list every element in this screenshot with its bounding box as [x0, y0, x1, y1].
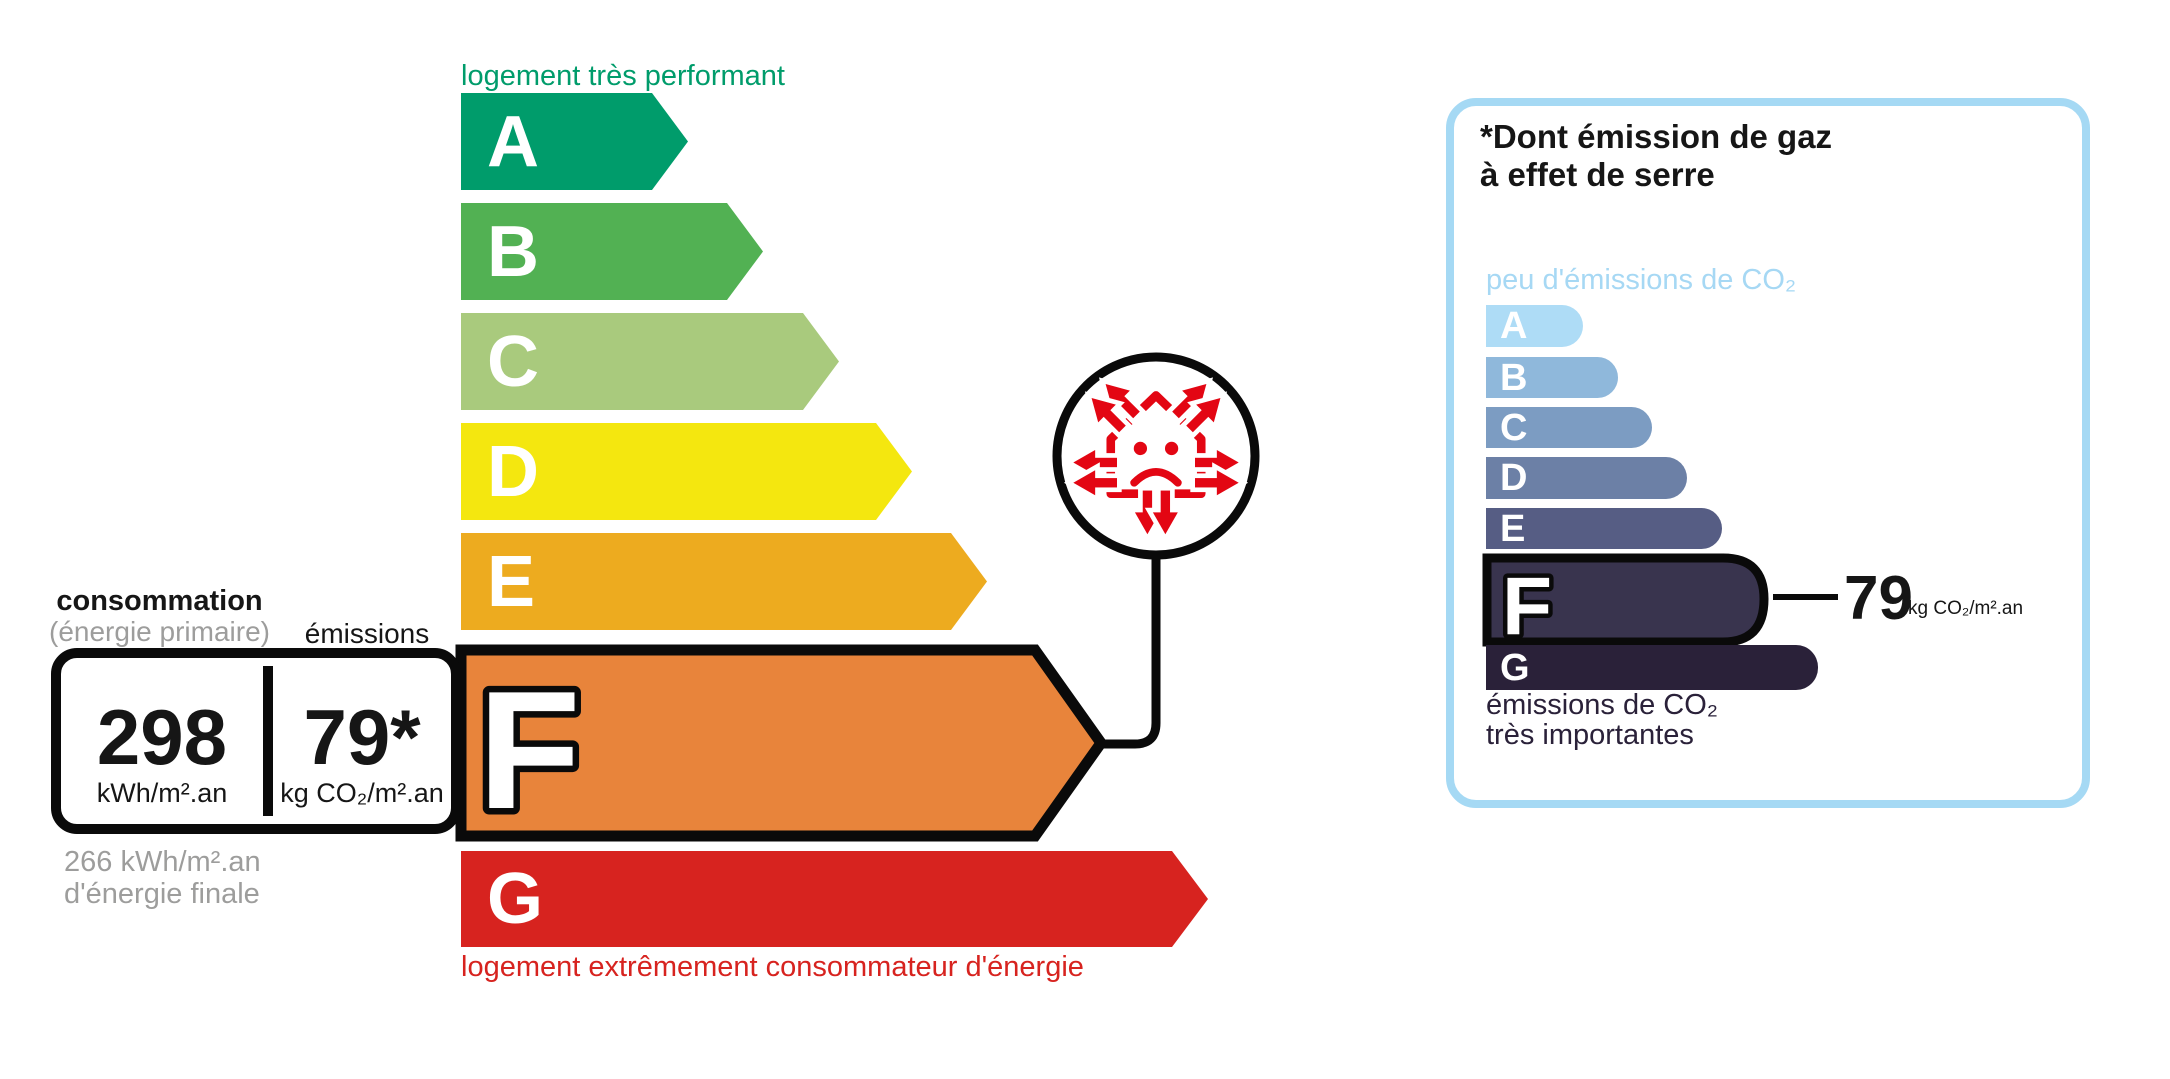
- energy-scale-bottom-label: logement extrêmement consommateur d'éner…: [461, 951, 1084, 983]
- energy-class-arrow-g: G: [461, 851, 1208, 947]
- co2-panel-title-line2: à effet de serre: [1480, 156, 1715, 193]
- co2-scale-bottom-label: émissions de CO₂ très importantes: [1486, 690, 1718, 750]
- badge-connector-line: [1099, 554, 1161, 749]
- co2-panel-title-line1: *Dont émission de gaz: [1480, 118, 1833, 155]
- co2-class-bar-g: G: [1486, 645, 1818, 690]
- co2-class-bar-f-highlighted: F: [1482, 553, 1769, 648]
- energy-class-arrow-f-highlighted: F: [455, 644, 1108, 844]
- sad-house-badge: [1052, 352, 1260, 560]
- energy-class-letter: G: [487, 859, 544, 939]
- co2-class-letter: B: [1500, 356, 1528, 399]
- co2-class-letter: E: [1500, 507, 1526, 550]
- co2-class-bar-d: D: [1486, 457, 1687, 499]
- co2-panel-title: *Dont émission de gaz à effet de serre: [1480, 118, 1832, 194]
- sad-house-heat-loss-icon: [1073, 375, 1238, 534]
- house-sad-mouth: [1130, 467, 1182, 487]
- energy-class-f-arrow-shape: [455, 644, 1108, 842]
- energy-class-letter: A: [487, 101, 539, 182]
- energy-class-letter: C: [487, 321, 539, 402]
- energy-class-letter: D: [487, 431, 539, 512]
- energy-class-arrow-c: C: [461, 313, 839, 410]
- co2-class-letter: D: [1500, 457, 1528, 499]
- co2-emissions-panel: *Dont émission de gaz à effet de serre p…: [1446, 98, 2090, 808]
- final-energy-line2: d'énergie finale: [64, 878, 260, 910]
- energy-class-arrow-e: E: [461, 533, 987, 630]
- house-eye-left: [1133, 441, 1148, 456]
- value-box-divider: [263, 666, 273, 816]
- co2-highlight-unit: kg CO₂/m².an: [1908, 598, 2024, 619]
- co2-emissions-value: 79*: [303, 693, 421, 781]
- final-energy-note: 266 kWh/m².an d'énergie finale: [64, 846, 261, 910]
- final-energy-line1: 266 kWh/m².an: [64, 846, 261, 878]
- co2-emissions-unit: kg CO₂/m².an: [280, 778, 444, 808]
- co2-class-letter-f: F: [1502, 561, 1552, 648]
- energy-class-arrow-d: D: [461, 423, 912, 520]
- energy-class-arrow-b: B: [461, 203, 763, 300]
- co2-class-bar-e: E: [1486, 508, 1722, 549]
- emissions-header: émissions: [304, 618, 430, 649]
- energy-class-arrow-a: A: [461, 93, 688, 190]
- energy-consumption-value: 298: [96, 693, 228, 781]
- co2-highlight-value: 79: [1844, 564, 1913, 633]
- co2-class-bar-b: B: [1486, 357, 1618, 398]
- co2-class-letter: C: [1500, 406, 1528, 449]
- co2-class-f-shape: [1482, 553, 1769, 647]
- dpe-value-box: 298 kWh/m².an 79* kg CO₂/m².an: [51, 648, 461, 834]
- energy-class-letter: E: [487, 541, 536, 622]
- co2-class-bar-a: A: [1486, 305, 1583, 347]
- house-eye-right: [1164, 441, 1179, 456]
- energy-scale-top-label: logement très performant: [461, 60, 785, 92]
- co2-class-letter: G: [1500, 646, 1530, 689]
- energy-class-letter: B: [487, 211, 539, 292]
- energy-class-letter-f: F: [478, 656, 581, 844]
- co2-value-callout-dash: [1773, 594, 1838, 600]
- co2-bottom-label-line1: émissions de CO₂: [1486, 689, 1719, 721]
- co2-scale-top-label: peu d'émissions de CO₂: [1486, 264, 1797, 296]
- consumption-header: consommation: [56, 585, 263, 617]
- co2-class-letter: A: [1500, 305, 1528, 347]
- primary-energy-subheader: (énergie primaire): [49, 616, 270, 647]
- co2-bottom-label-line2: très importantes: [1486, 719, 1694, 751]
- energy-consumption-unit: kWh/m².an: [96, 778, 228, 808]
- co2-class-bar-c: C: [1486, 407, 1652, 448]
